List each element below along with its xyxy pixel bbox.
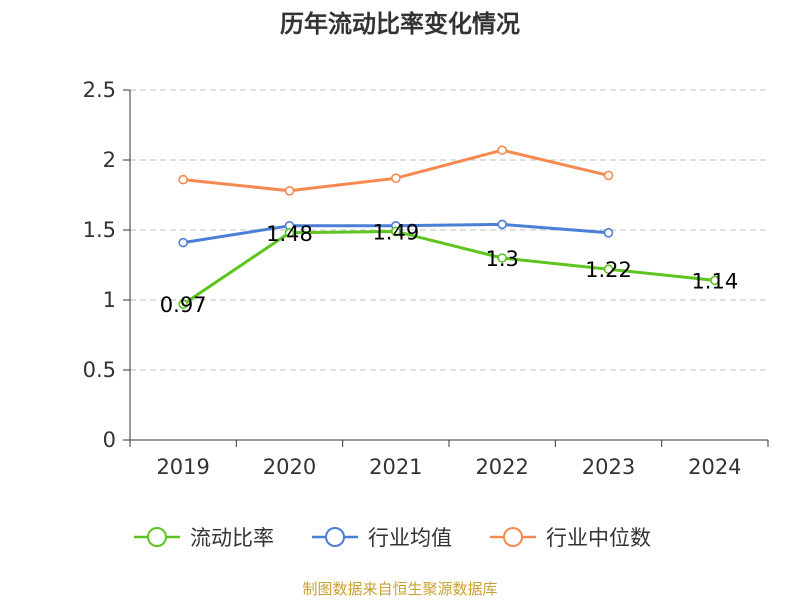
x-axis-ticks: 2019 2020 2021 2022 2023 2024 bbox=[156, 455, 741, 479]
legend-item: 行业均值 bbox=[312, 526, 452, 550]
data-label: 1.49 bbox=[372, 220, 419, 244]
legend-marker bbox=[325, 527, 345, 547]
data-label: 0.97 bbox=[160, 293, 207, 317]
series-line bbox=[183, 148, 609, 193]
axes bbox=[123, 89, 769, 447]
legend-label: 流动比率 bbox=[190, 526, 274, 550]
data-point bbox=[497, 219, 507, 230]
y-tick-label: 2.5 bbox=[83, 78, 116, 102]
data-point bbox=[710, 275, 720, 286]
y-tick-label: 1 bbox=[103, 288, 116, 312]
data-point bbox=[284, 228, 295, 238]
gridlines bbox=[130, 89, 768, 371]
data-point bbox=[391, 226, 401, 237]
x-tick-label: 2022 bbox=[475, 455, 528, 479]
data-point bbox=[603, 264, 614, 275]
data-point bbox=[603, 228, 614, 238]
legend-label: 行业均值 bbox=[368, 526, 452, 550]
data-labels: 0.97 1.48 1.49 1.3 1.22 1.14 bbox=[160, 220, 738, 317]
data-label: 1.22 bbox=[585, 258, 632, 282]
legend-item: 流动比率 bbox=[134, 526, 274, 550]
data-label: 1.14 bbox=[691, 269, 738, 293]
x-tick-label: 2021 bbox=[369, 455, 422, 479]
source-note: 制图数据来自恒生聚源数据库 bbox=[302, 580, 497, 598]
x-tick-label: 2019 bbox=[156, 455, 209, 479]
legend-label: 行业中位数 bbox=[546, 526, 651, 550]
y-tick-label: 0 bbox=[103, 428, 116, 452]
y-axis-ticks: 0 0.5 1 1.5 2 2.5 bbox=[83, 78, 116, 452]
legend-marker bbox=[147, 527, 167, 547]
series-line bbox=[182, 229, 715, 306]
data-label: 1.3 bbox=[485, 247, 518, 271]
chart-title: 历年流动比率变化情况 bbox=[280, 10, 520, 38]
data-point bbox=[497, 145, 507, 155]
data-point bbox=[284, 186, 295, 196]
data-point bbox=[497, 253, 507, 263]
data-point bbox=[391, 173, 401, 183]
data-point bbox=[178, 237, 188, 248]
data-point bbox=[603, 170, 614, 181]
y-tick-label: 2 bbox=[103, 148, 116, 172]
data-label: 1.48 bbox=[266, 222, 313, 246]
y-tick-label: 1.5 bbox=[83, 218, 116, 242]
y-tick-label: 0.5 bbox=[83, 358, 116, 382]
x-tick-label: 2020 bbox=[263, 455, 316, 479]
data-point bbox=[178, 299, 188, 310]
legend-marker bbox=[503, 527, 523, 547]
data-point bbox=[178, 174, 188, 185]
series-group bbox=[178, 145, 720, 310]
x-tick-label: 2024 bbox=[688, 455, 741, 479]
legend: 流动比率 行业均值 行业中位数 bbox=[134, 526, 651, 550]
legend-item: 行业中位数 bbox=[490, 526, 651, 550]
x-tick-label: 2023 bbox=[582, 455, 635, 479]
